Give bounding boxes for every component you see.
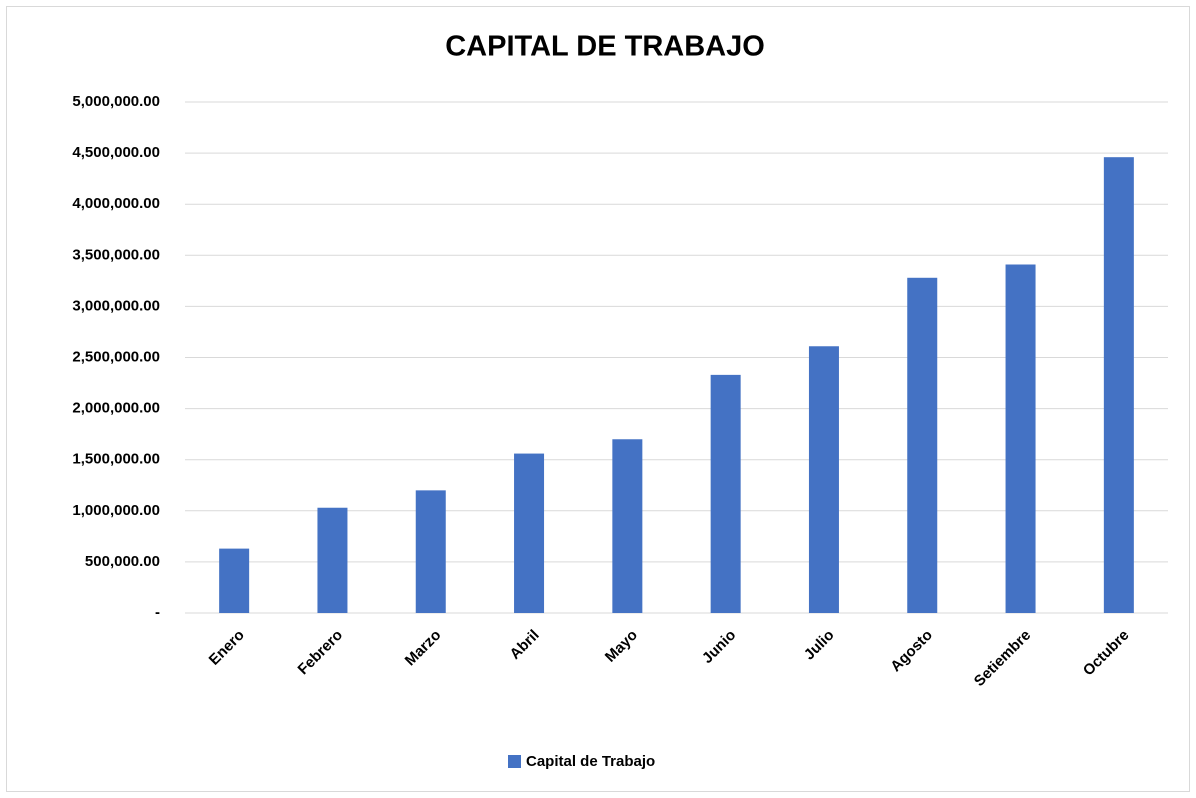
y-tick-label: 1,000,000.00	[72, 502, 160, 519]
chart-border	[6, 6, 1190, 792]
chart-title: CAPITAL DE TRABAJO	[445, 31, 765, 63]
bar	[1103, 157, 1134, 614]
bar	[219, 548, 250, 613]
y-tick-label: -	[155, 604, 160, 621]
bar	[710, 374, 741, 613]
y-tick-label: 2,000,000.00	[72, 400, 160, 417]
legend-label: Capital de Trabajo	[526, 753, 655, 770]
bar	[907, 277, 938, 613]
legend-swatch	[508, 755, 521, 768]
y-tick-label: 4,500,000.00	[72, 144, 160, 161]
bar	[808, 346, 839, 613]
y-tick-label: 1,500,000.00	[72, 451, 160, 468]
y-tick-label: 5,000,000.00	[72, 93, 160, 110]
y-tick-label: 3,500,000.00	[72, 246, 160, 263]
bar	[1005, 264, 1036, 613]
y-tick-label: 500,000.00	[85, 553, 160, 570]
y-tick-label: 4,000,000.00	[72, 195, 160, 212]
y-tick-label: 2,500,000.00	[72, 348, 160, 365]
bar	[415, 490, 446, 613]
bar	[317, 507, 348, 613]
bar	[514, 453, 545, 613]
bar	[612, 439, 643, 613]
y-tick-label: 3,000,000.00	[72, 297, 160, 314]
